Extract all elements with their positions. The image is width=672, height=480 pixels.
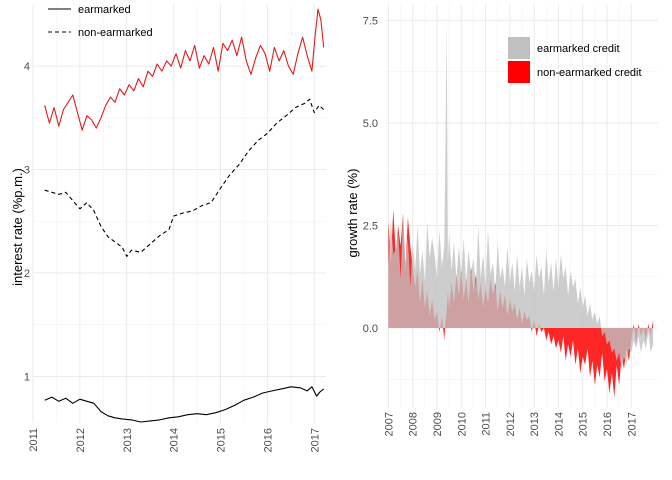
right-x-tick-label: 2012 [505, 412, 517, 436]
legend-key-earmarked-credit [508, 37, 530, 59]
area-earmarked-credit [388, 20, 654, 370]
right-x-tick-label: 2009 [432, 412, 444, 436]
left-x-tick-label: 2012 [75, 428, 87, 452]
right-x-tick-label: 2011 [481, 412, 493, 436]
right-y-tick-label: 0.0 [363, 323, 378, 335]
left-chart-panel: 1 2 3 4 2011 2012 2013 2014 2015 2016 2017 intere… [10, 4, 326, 452]
left-series-line-1 [44, 98, 325, 257]
right-x-tick-label: 2010 [456, 412, 468, 436]
legend-key-non-earmarked-credit [508, 61, 530, 83]
left-y-tick-labels: 1 2 3 4 [24, 61, 30, 383]
left-x-tick-labels: 2011 2012 2013 2014 2015 2016 2017 [28, 428, 321, 452]
left-x-tick-label: 2014 [169, 428, 181, 452]
area-non-earmarked-credit [388, 209, 654, 398]
left-y-tick-label: 3 [24, 165, 30, 177]
right-y-tick-label: 2.5 [363, 220, 378, 232]
right-y-axis-title: growth rate (%) [345, 169, 360, 258]
left-legend: earmarked non-earmarked [48, 4, 153, 39]
right-x-tick-label: 2015 [578, 412, 590, 436]
left-y-tick-label: 2 [24, 268, 30, 280]
legend-label-earmarked-credit: earmarked credit [537, 43, 620, 55]
left-x-tick-label: 2013 [122, 428, 134, 452]
left-y-tick-label: 4 [24, 61, 30, 73]
legend-label-non-earmarked-credit: non-earmarked credit [537, 67, 642, 79]
legend-label-non-earmarked: non-earmarked [78, 27, 153, 39]
left-x-tick-label: 2016 [262, 428, 274, 452]
left-x-tick-label: 2015 [216, 428, 228, 452]
right-x-tick-label: 2008 [408, 412, 420, 436]
right-x-tick-label: 2016 [602, 412, 614, 436]
right-x-tick-label: 2014 [553, 412, 565, 436]
right-y-tick-label: 5.0 [363, 118, 378, 130]
right-y-tick-label: 7.5 [363, 15, 378, 27]
left-x-tick-label: 2017 [309, 428, 321, 452]
left-gridlines [32, 4, 326, 423]
right-chart-panel: 0.0 2.5 5.0 7.5 2007 2008 2009 2010 2011 2012 201… [345, 4, 658, 436]
left-series-line-2 [44, 8, 325, 131]
right-series-areas [388, 20, 654, 398]
left-series-line-0 [44, 386, 325, 423]
left-series-lines [44, 8, 325, 423]
right-x-tick-labels: 2007 2008 2009 2010 2011 2012 2013 2014 2015 2016… [383, 412, 638, 436]
left-y-tick-label: 1 [24, 371, 30, 383]
right-legend: earmarked credit non-earmarked credit [508, 37, 642, 83]
right-x-tick-label: 2007 [383, 412, 395, 436]
right-y-tick-labels: 0.0 2.5 5.0 7.5 [363, 15, 378, 335]
right-x-tick-label: 2017 [626, 412, 638, 436]
right-x-tick-label: 2013 [529, 412, 541, 436]
left-y-axis-title: interest rate (%p.m.) [10, 168, 25, 286]
left-x-tick-label: 2011 [28, 428, 40, 452]
legend-label-earmarked: earmarked [78, 4, 131, 16]
